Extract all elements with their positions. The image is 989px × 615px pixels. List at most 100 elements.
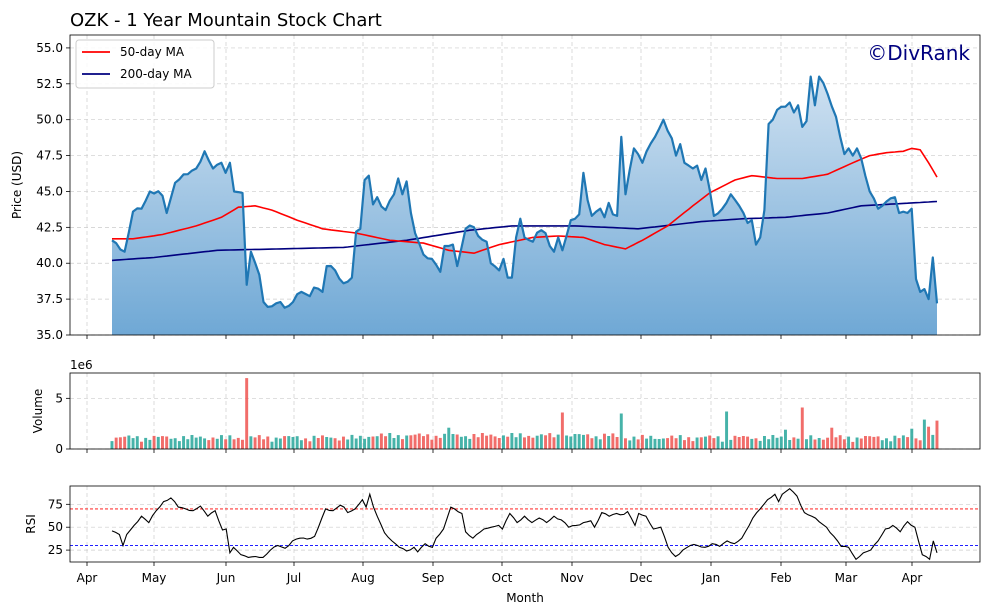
x-tick-label-6: Oct (492, 571, 513, 585)
volume-bar (805, 439, 808, 449)
volume-bar (817, 438, 821, 449)
volume-bar (893, 435, 897, 449)
price-y-tick-label-7: 52.5 (36, 77, 63, 91)
volume-bar (767, 439, 771, 449)
price-area-fill (112, 76, 937, 335)
volume-bar (885, 438, 888, 449)
volume-bar (754, 438, 758, 449)
volume-bar (224, 439, 228, 449)
volume-bar (358, 435, 362, 449)
volume-bar (775, 437, 779, 449)
volume-bar (502, 435, 505, 449)
volume-bar (784, 429, 787, 449)
volume-bar (683, 440, 686, 449)
price-y-axis-label: Price (USD) (10, 151, 24, 219)
volume-bar (729, 439, 733, 449)
volume-bar (342, 436, 345, 449)
volume-bar (114, 437, 118, 449)
volume-bar (910, 428, 914, 449)
volume-bar (434, 435, 438, 449)
volume-bar (169, 438, 173, 449)
rsi-y-tick-label-1: 50 (48, 520, 63, 534)
volume-bar (283, 436, 287, 449)
volume-bar (666, 438, 670, 449)
volume-bar (396, 435, 400, 449)
volume-bar (493, 436, 497, 449)
ma50-line (112, 147, 938, 255)
rsi-y-axis-label: RSI (24, 514, 38, 534)
volume-bar (741, 436, 745, 449)
price-y-tick-label-8: 55.0 (36, 41, 63, 55)
volume-bar (245, 378, 249, 449)
volume-bar (565, 435, 569, 449)
volume-bar (405, 435, 409, 449)
volume-bar (914, 438, 918, 449)
volume-bar (645, 438, 649, 449)
x-axis-label: Month (506, 591, 544, 605)
price-y-tick-label-2: 40.0 (36, 256, 63, 270)
volume-bar (220, 435, 223, 449)
volume-bar (556, 434, 560, 449)
x-tick-label-3: Jul (286, 571, 301, 585)
volume-bar (291, 437, 295, 449)
ma200-line (111, 200, 938, 262)
price-panel-frame (69, 34, 981, 336)
volume-bar (927, 426, 931, 449)
volume-bar (140, 441, 143, 449)
volume-bar (510, 433, 514, 449)
volume-bar (628, 440, 632, 449)
volume-bar (763, 436, 766, 449)
volume-bar (716, 436, 720, 449)
volume-bar (611, 433, 615, 449)
volume-bar (215, 438, 219, 449)
x-tick-label-4: Aug (351, 571, 374, 585)
volume-bar (506, 436, 510, 449)
volume-bar (544, 435, 548, 449)
volume-bar (590, 438, 594, 449)
price-y-tick-label-4: 45.0 (36, 184, 63, 198)
volume-bars (110, 378, 939, 449)
volume-bar (451, 434, 455, 449)
volume-bar (855, 437, 859, 449)
volume-bar (573, 434, 577, 449)
volume-bar (236, 437, 240, 449)
volume-bar (813, 439, 817, 449)
volume-bar (480, 433, 484, 449)
volume-bar (241, 439, 244, 449)
volume-bar (329, 437, 333, 449)
volume-bar (670, 435, 674, 449)
volume-bar (851, 441, 855, 449)
volume-bar (796, 438, 800, 449)
rsi-panel-frame (69, 485, 981, 563)
volume-y-tick-label-1: 5 (55, 391, 63, 405)
volume-bar (842, 439, 846, 449)
price-y-tick-label-3: 42.5 (36, 220, 63, 234)
volume-bar (691, 441, 695, 449)
volume-bar (640, 434, 644, 449)
volume-bar (594, 436, 598, 449)
volume-bar (123, 436, 127, 449)
volume-bar (308, 441, 312, 449)
volume-bar (270, 441, 274, 449)
volume-bar (325, 437, 329, 449)
volume-bar (299, 440, 303, 449)
volume-bar (266, 436, 270, 449)
volume-bar (678, 435, 682, 449)
volume-bar (384, 436, 388, 449)
volume-bar (514, 437, 518, 449)
volume-bar (695, 437, 699, 449)
volume-bar (847, 436, 851, 449)
volume-bar (527, 435, 531, 449)
volume-bar (249, 436, 253, 449)
volume-bar (859, 438, 863, 449)
volume-bar (321, 435, 324, 449)
x-tick-label-1: May (142, 571, 167, 585)
volume-bar (687, 437, 691, 449)
volume-bar (417, 433, 421, 449)
rsi-y-tick-label-2: 75 (48, 497, 63, 511)
volume-bar (354, 438, 358, 449)
volume-bar (253, 437, 257, 449)
volume-bar (935, 420, 939, 449)
volume-bar (333, 438, 337, 449)
price-y-tick-label-1: 37.5 (36, 292, 63, 306)
